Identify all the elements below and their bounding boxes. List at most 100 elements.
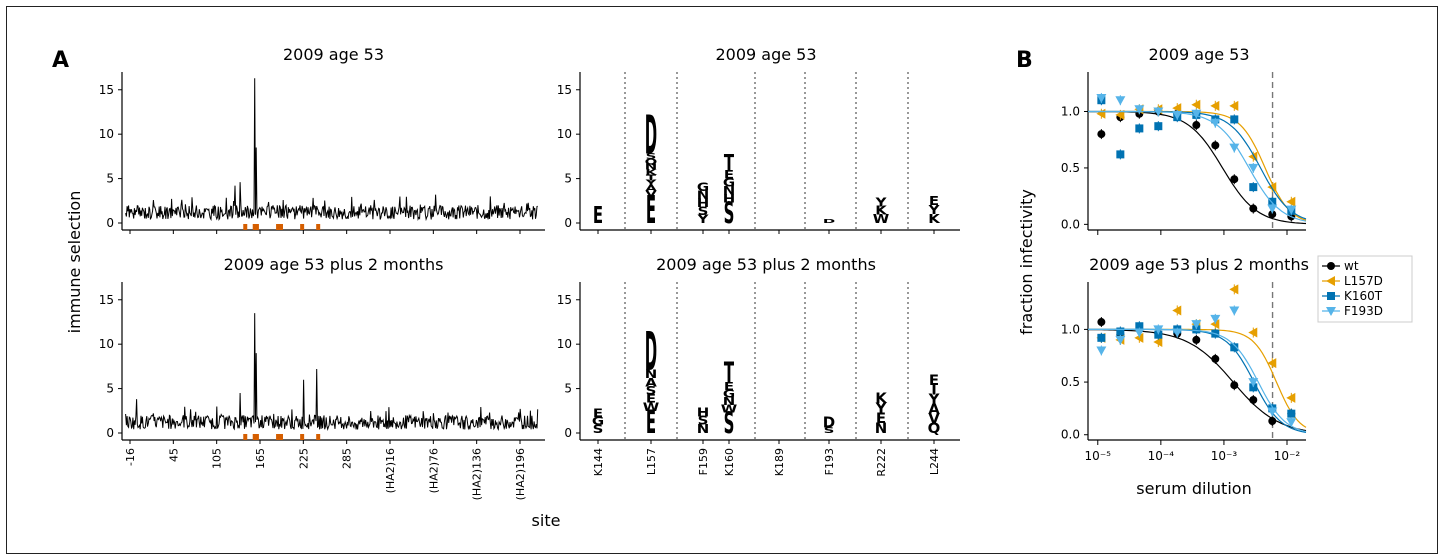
point-K160T-1-8 <box>1249 383 1258 392</box>
point-wt-0-6 <box>1211 141 1220 150</box>
a-ylabel: immune selection <box>65 191 84 334</box>
point-F193D-1-1 <box>1115 335 1126 345</box>
point-F193D-0-3 <box>1153 107 1164 117</box>
logo-letter-1-3-2: N <box>697 422 710 436</box>
point-wt-1-5 <box>1192 335 1201 344</box>
site-mark-0-189 <box>276 224 281 230</box>
logo-letter-0-3-4: Y <box>696 213 708 226</box>
logo-letter-1-6-0: S <box>824 426 835 435</box>
site-mark-1-193 <box>278 434 283 440</box>
b-y-tick-label-1-1: 0.5 <box>1061 375 1080 389</box>
point-F193D-0-8 <box>1248 163 1259 173</box>
point-K160T-0-2 <box>1135 124 1144 133</box>
logo-y-tick-label-0-5: 5 <box>564 172 572 186</box>
logo-letter-0-5-2: N <box>723 185 736 198</box>
logo-letter-0-2-0: S <box>646 152 657 161</box>
logo-letter-1-0-2: S <box>593 423 604 436</box>
b-xlabel: serum dilution <box>1136 479 1251 498</box>
point-F193D-1-9 <box>1267 407 1278 417</box>
logo-letter-1-1-0: E <box>646 404 656 441</box>
point-F193D-0-9 <box>1267 204 1278 214</box>
x-tick-label-7: (HA2)76 <box>427 448 440 493</box>
b-y-tick-label-1-0: 0.0 <box>1061 428 1080 442</box>
point-F193D-0-5 <box>1191 109 1202 119</box>
logo-letter-0-2-7: V <box>645 189 658 198</box>
point-K160T-1-7 <box>1230 343 1239 352</box>
x-tick-label-3: 165 <box>254 448 267 469</box>
logo-letter-1-3-1: S <box>698 414 709 428</box>
logo-letter-1-3-0: H <box>697 406 710 420</box>
logo-letter-1-8-1: I <box>931 383 937 398</box>
site-mark-0-193 <box>278 224 283 230</box>
logo-x-tick-label-6: R222 <box>875 448 888 477</box>
b-y-tick-label-0-0: 0.0 <box>1061 217 1080 231</box>
logo-letter-1-8-2: Y <box>928 393 940 408</box>
point-wt-1-8 <box>1249 395 1258 404</box>
point-L157D-0-6 <box>1210 100 1220 111</box>
legend-label-wt: wt <box>1344 259 1359 273</box>
logo-letter-0-5-3: H <box>723 193 736 206</box>
site-mark-0-144 <box>243 224 248 230</box>
site-mark-1-222 <box>300 434 305 440</box>
logo-x-tick-label-2: F159 <box>697 448 710 475</box>
logo-letter-1-8-4: V <box>928 412 940 427</box>
curve-F193D-1 <box>1088 328 1307 433</box>
b-title-0: 2009 age 53 <box>1148 45 1249 64</box>
point-F193D-0-7 <box>1229 143 1240 153</box>
logo-letter-1-7-2: E <box>876 410 886 427</box>
b-title-1: 2009 age 53 plus 2 months <box>1089 255 1309 274</box>
point-K160T-0-9 <box>1268 197 1277 206</box>
x-tick-label-9: (HA2)196 <box>514 448 527 500</box>
b-y-tick-label-0-1: 0.5 <box>1061 161 1080 175</box>
logo-y-tick-label-1-15: 15 <box>557 293 572 307</box>
point-F193D-1-6 <box>1210 314 1221 324</box>
logo-letter-1-4-0: S <box>724 405 735 440</box>
a-line-title-0: 2009 age 53 <box>283 45 384 64</box>
logo-y-tick-label-0-10: 10 <box>557 127 572 141</box>
site-mark-1-244 <box>316 434 321 440</box>
logo-letter-0-9-0: T <box>724 152 734 176</box>
point-wt-1-6 <box>1211 354 1220 363</box>
point-F193D-1-7 <box>1229 306 1240 316</box>
site-mark-1-160 <box>254 434 259 440</box>
logo-letter-0-2-2: N <box>645 163 658 172</box>
logo-letter-0-3-0: G <box>697 182 709 195</box>
legend-marker-K160T <box>1327 292 1335 300</box>
panel-b-letter: B <box>1016 48 1033 73</box>
logo-letter-0-3-1: N <box>697 190 710 203</box>
logo-x-tick-label-7: L244 <box>928 448 941 475</box>
logo-letter-0-7-0: E <box>929 194 939 209</box>
logo-y-tick-label-0-0: 0 <box>564 216 572 230</box>
point-L157D-0-5 <box>1191 99 1201 110</box>
point-F193D-1-5 <box>1191 320 1202 330</box>
point-F193D-0-6 <box>1210 118 1221 128</box>
site-mark-1-144 <box>243 434 248 440</box>
y-tick-label-1-10: 10 <box>99 337 114 351</box>
point-K160T-0-7 <box>1230 115 1239 124</box>
point-F193D-0-1 <box>1115 96 1126 106</box>
point-wt-0-5 <box>1192 121 1201 130</box>
legend-label-K160T: K160T <box>1344 289 1383 303</box>
point-L157D-0-4 <box>1172 103 1182 114</box>
x-tick-label-5: 285 <box>341 448 354 469</box>
logo-letter-1-9-0: D <box>645 321 657 384</box>
y-tick-label-0-10: 10 <box>99 127 114 141</box>
point-L157D-1-2 <box>1134 332 1144 343</box>
point-K160T-1-5 <box>1192 325 1201 334</box>
point-L157D-1-8 <box>1248 327 1258 338</box>
y-tick-label-0-15: 15 <box>99 83 114 97</box>
logo-letter-0-3-3: S <box>698 205 709 218</box>
point-L157D-1-9 <box>1267 358 1277 369</box>
b-x-tick-label-3: 10⁻² <box>1274 449 1301 463</box>
point-F193D-1-0 <box>1096 346 1107 356</box>
a-line-series-1 <box>125 313 539 432</box>
point-L157D-0-10 <box>1286 196 1296 207</box>
figure-frame <box>6 6 1438 554</box>
logo-letter-1-8-0: E <box>929 373 939 388</box>
logo-letter-0-10-0: D <box>823 218 835 224</box>
logo-y-tick-label-1-5: 5 <box>564 382 572 396</box>
y-tick-label-1-15: 15 <box>99 293 114 307</box>
